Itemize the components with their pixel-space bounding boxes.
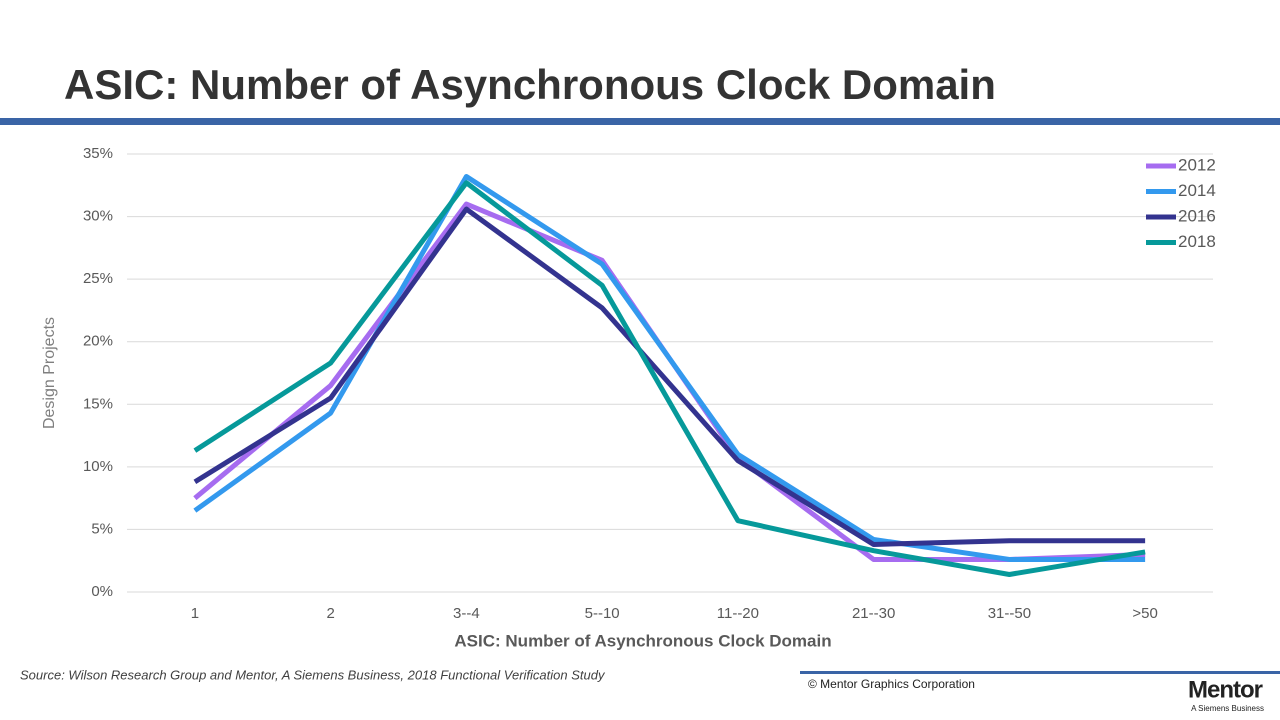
footer-line bbox=[800, 671, 1280, 674]
slide-title: ASIC: Number of Asynchronous Clock Domai… bbox=[64, 61, 996, 108]
data-line bbox=[193, 174, 1146, 562]
x-tick-label: 31--50 bbox=[988, 605, 1031, 622]
x-tick-label: 5--10 bbox=[585, 605, 620, 622]
y-axis-title: Design Projects bbox=[41, 317, 58, 429]
y-tick-label: 30% bbox=[83, 208, 113, 225]
legend-label: 2012 bbox=[1178, 155, 1216, 174]
x-axis-title: ASIC: Number of Asynchronous Clock Domai… bbox=[454, 631, 831, 650]
x-tick-label: >50 bbox=[1132, 605, 1157, 622]
y-tick-label: 20% bbox=[83, 333, 113, 350]
logo-tagline: A Siemens Business bbox=[1191, 704, 1264, 713]
x-tick-label: 2 bbox=[326, 605, 334, 622]
x-tick-label: 11--20 bbox=[717, 605, 759, 622]
logo: Mentor bbox=[1188, 676, 1263, 703]
legend-label: 2016 bbox=[1178, 206, 1216, 225]
y-tick-label: 25% bbox=[83, 270, 113, 287]
copyright: © Mentor Graphics Corporation bbox=[808, 677, 975, 691]
y-tick-label: 10% bbox=[83, 458, 113, 475]
legend-label: 2018 bbox=[1178, 232, 1216, 251]
y-tick-label: 15% bbox=[83, 395, 113, 412]
y-tick-label: 5% bbox=[91, 520, 113, 537]
y-tick-label: 35% bbox=[83, 145, 113, 162]
x-tick-label: 21--30 bbox=[852, 605, 895, 622]
y-tick-label: 0% bbox=[91, 583, 113, 600]
data-line bbox=[193, 206, 1146, 547]
legend-label: 2014 bbox=[1178, 181, 1216, 200]
x-tick-label: 3--4 bbox=[453, 605, 480, 622]
source-note: Source: Wilson Research Group and Mentor… bbox=[20, 667, 606, 682]
x-tick-label: 1 bbox=[191, 605, 199, 622]
data-line bbox=[193, 180, 1146, 577]
title-bar bbox=[0, 118, 1280, 125]
